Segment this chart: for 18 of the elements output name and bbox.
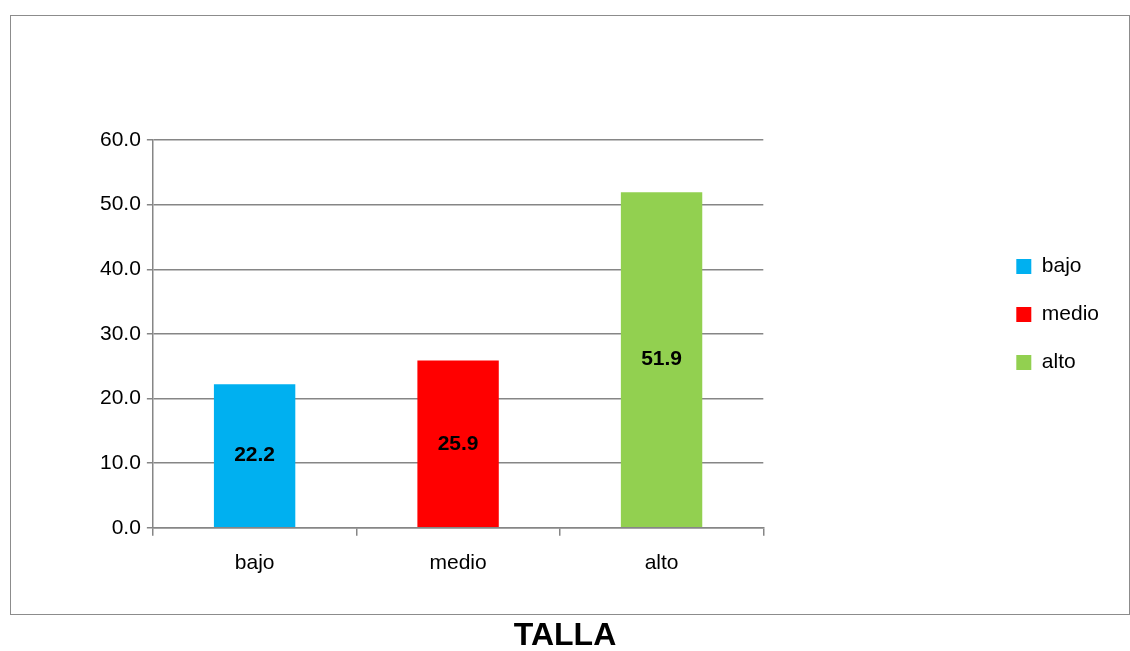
y-tick-label: 0.0 (111, 514, 141, 538)
legend-label: bajo (1041, 253, 1082, 277)
data-label: 25.9 (437, 430, 479, 454)
y-tick-label: 60.0 (100, 126, 141, 150)
y-tick-label: 20.0 (100, 385, 141, 409)
y-tick-label: 10.0 (100, 449, 141, 473)
data-label: 51.9 (641, 346, 682, 370)
legend-label: medio (1041, 301, 1100, 325)
legend-label: alto (1041, 349, 1076, 373)
data-label: 22.2 (234, 442, 276, 466)
x-tick-label: medio (429, 550, 487, 574)
text: TALLA (512, 616, 618, 651)
y-tick-label: 50.0 (100, 191, 141, 215)
y-tick-label: 30.0 (100, 320, 141, 344)
y-tick-label: 40.0 (100, 256, 141, 280)
chart-frame: bajo medio alto bajo medio alto 0.0 10.0 20.0 30.0 40.0 50.0 60.0 22.2 25.9 51.9 (10, 15, 1130, 615)
x-tick-label: bajo (234, 550, 275, 574)
x-tick-label: alto (644, 550, 679, 574)
